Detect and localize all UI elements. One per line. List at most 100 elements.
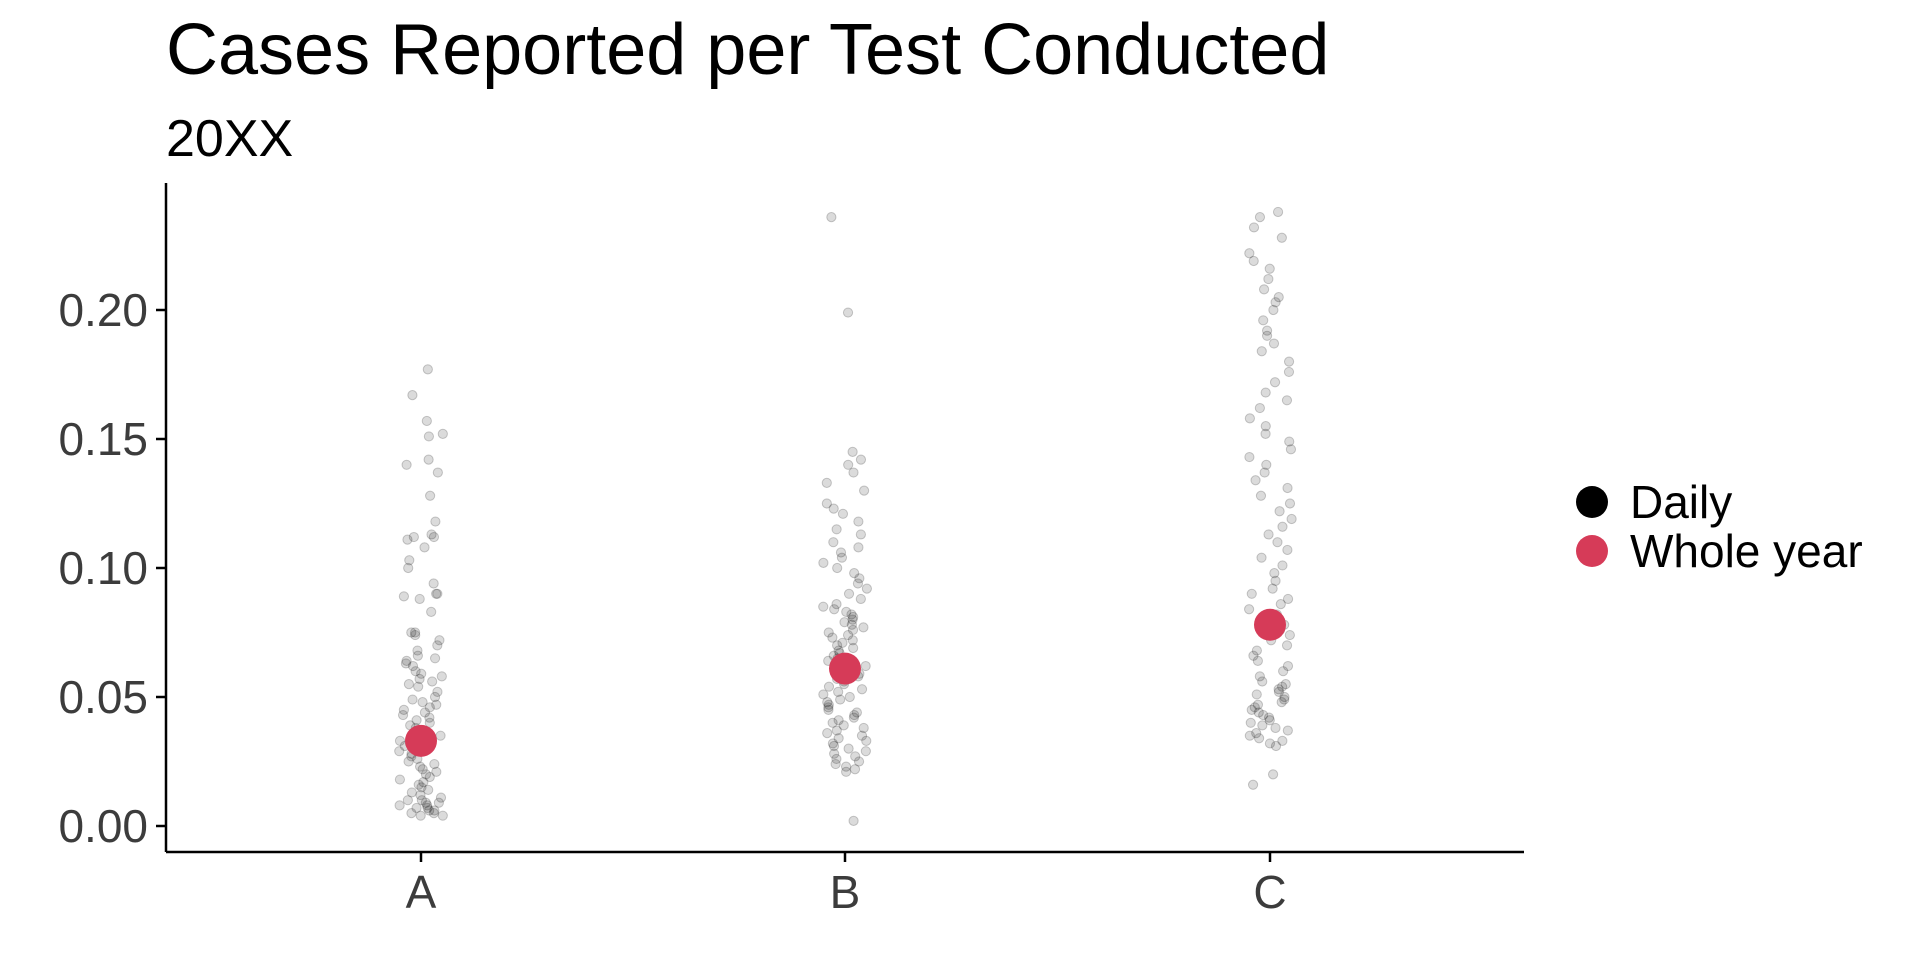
daily-point: [415, 810, 426, 821]
daily-point: [1272, 206, 1284, 218]
daily-points: [394, 206, 1297, 826]
daily-point: [432, 467, 443, 478]
daily-point: [828, 740, 840, 752]
daily-point: [414, 673, 425, 685]
daily-point: [1275, 599, 1286, 610]
daily-point: [416, 795, 427, 806]
daily-point: [1248, 650, 1259, 661]
daily-point: [838, 720, 849, 731]
daily-point: [1247, 779, 1259, 790]
daily-point: [1270, 722, 1281, 734]
daily-point: [1244, 248, 1255, 259]
daily-point: [828, 503, 839, 514]
daily-point: [1244, 413, 1255, 424]
daily-point: [410, 629, 421, 641]
daily-point: [1282, 725, 1293, 736]
daily-point: [407, 694, 418, 705]
daily-point: [414, 593, 425, 605]
whole-year-point: [829, 652, 861, 685]
daily-point: [1278, 666, 1289, 677]
daily-point: [403, 679, 415, 690]
daily-point: [1282, 660, 1294, 672]
daily-point: [1256, 552, 1267, 563]
daily-point: [1263, 273, 1274, 285]
daily-point: [829, 748, 840, 759]
daily-point: [851, 707, 862, 718]
daily-point: [400, 658, 412, 669]
y-tick-label: 0.00: [58, 800, 148, 852]
daily-point: [1280, 679, 1291, 690]
daily-point: [827, 717, 838, 728]
daily-point: [1282, 593, 1294, 605]
daily-point: [1261, 330, 1273, 341]
daily-point: [1248, 222, 1260, 233]
daily-point: [850, 751, 861, 762]
daily-point: [831, 599, 842, 610]
daily-point: [1273, 686, 1285, 697]
daily-point: [419, 542, 430, 553]
daily-point: [846, 619, 857, 630]
daily-point: [422, 802, 433, 814]
daily-point: [411, 802, 422, 814]
daily-point: [1254, 671, 1265, 682]
daily-point: [394, 800, 405, 811]
daily-point: [1260, 428, 1271, 439]
daily-point: [1272, 537, 1283, 548]
daily-point: [402, 534, 413, 545]
daily-point: [848, 611, 859, 623]
daily-point: [429, 805, 440, 816]
daily-point: [1256, 346, 1267, 357]
daily-point: [1273, 292, 1284, 303]
daily-point: [847, 614, 858, 625]
daily-point: [848, 467, 859, 478]
daily-point: [428, 531, 440, 543]
daily-point: [426, 529, 437, 540]
daily-point: [406, 627, 417, 638]
daily-point: [848, 642, 859, 654]
daily-point: [842, 629, 854, 641]
daily-point: [1257, 720, 1268, 731]
legend-daily-label: Daily: [1630, 476, 1732, 528]
daily-point: [831, 725, 842, 736]
y-ticks: 0.00 0.05 0.10 0.15 0.20: [58, 284, 166, 852]
daily-point: [833, 733, 844, 744]
daily-point: [1254, 212, 1266, 223]
daily-point: [1258, 284, 1270, 295]
daily-point: [1252, 699, 1264, 710]
daily-point: [827, 738, 839, 749]
daily-point: [407, 390, 418, 401]
daily-point: [818, 601, 829, 612]
daily-point: [861, 735, 872, 746]
daily-point: [856, 684, 868, 695]
daily-point: [1246, 704, 1257, 716]
daily-point: [1267, 583, 1278, 594]
daily-point: [1277, 521, 1288, 532]
daily-point: [821, 498, 832, 509]
daily-point: [835, 547, 847, 558]
daily-point: [1263, 529, 1274, 540]
daily-point: [413, 681, 424, 692]
daily-point: [1258, 709, 1269, 721]
chart-subtitle: 20XX: [166, 110, 293, 168]
daily-point: [831, 524, 842, 535]
daily-point: [423, 454, 434, 465]
daily-point: [849, 709, 860, 721]
daily-point: [849, 764, 861, 775]
daily-point: [432, 640, 443, 651]
daily-point: [394, 746, 405, 757]
daily-point: [437, 810, 448, 821]
daily-point: [1249, 702, 1260, 713]
legend: Daily Whole year: [1576, 476, 1863, 577]
daily-point: [394, 774, 406, 785]
daily-point: [410, 666, 421, 677]
daily-point: [843, 459, 854, 470]
daily-point: [421, 415, 432, 427]
daily-point: [1251, 645, 1262, 656]
daily-point: [1260, 387, 1271, 398]
daily-point: [424, 771, 435, 783]
daily-point: [1258, 315, 1269, 326]
x-tick-label: A: [406, 866, 437, 918]
daily-point: [431, 766, 442, 777]
daily-point: [417, 764, 428, 775]
daily-point: [1286, 513, 1297, 525]
